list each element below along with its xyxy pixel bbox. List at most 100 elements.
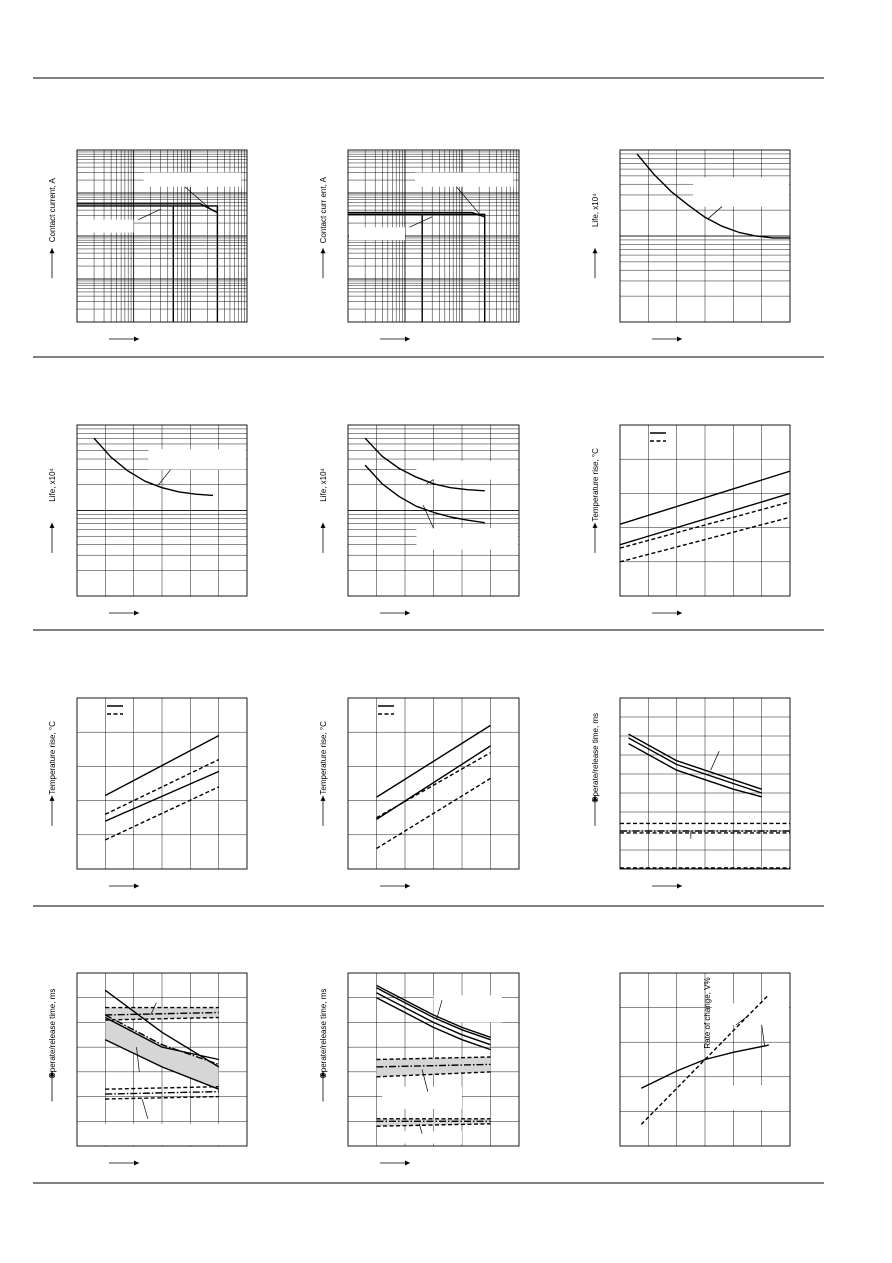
series-line-1 xyxy=(640,994,770,1125)
series-line-2 xyxy=(376,752,491,819)
leader-line xyxy=(456,186,480,214)
chart-life-1: Life, x10⁴ xyxy=(591,149,791,342)
plot-area xyxy=(348,172,514,322)
y-axis-title: Temperature rise, °C xyxy=(319,721,328,795)
chart-contact-current-1: Contact current, A xyxy=(48,149,248,342)
y-axis-arrowhead xyxy=(320,248,326,254)
charts-layer: Contact current, A Contact curr ent, A Lif… xyxy=(48,149,791,1166)
series-line-0 xyxy=(104,734,220,797)
plot-frame xyxy=(76,424,248,597)
label-box xyxy=(693,177,789,207)
leader-line xyxy=(158,469,171,485)
plot-frame xyxy=(347,424,520,597)
x-axis-arrowhead xyxy=(405,610,410,616)
leader-line xyxy=(426,479,434,485)
x-axis-arrowhead xyxy=(405,1160,410,1166)
plot-area xyxy=(93,437,246,497)
label-box xyxy=(78,219,134,233)
y-axis-arrowhead xyxy=(320,795,326,801)
leader-line xyxy=(421,1069,429,1092)
chart-life-2: Life, x10⁴ xyxy=(48,424,248,616)
plot-frame xyxy=(347,149,520,323)
series-line-9 xyxy=(105,1090,219,1095)
shaded-band xyxy=(105,1015,219,1090)
x-axis-arrowhead xyxy=(405,336,410,342)
plot-area xyxy=(640,994,789,1125)
series-line-5 xyxy=(105,1016,219,1021)
series-line-3 xyxy=(376,777,491,850)
series-line-0 xyxy=(620,470,790,525)
y-axis-arrowhead xyxy=(49,1071,55,1077)
chart-operate-release-1: Operate/release time, ms xyxy=(591,697,791,889)
leader-line xyxy=(150,1002,157,1016)
y-axis-title: Life, x10⁴ xyxy=(319,467,328,501)
x-axis-arrowhead xyxy=(677,336,682,342)
chart-temp-rise-2: Temperature rise, °C xyxy=(48,697,248,889)
series-line-3 xyxy=(376,997,491,1051)
series-line-0 xyxy=(348,213,486,322)
leader-line xyxy=(688,868,689,869)
series-line-8 xyxy=(105,1095,219,1100)
y-axis-arrowhead xyxy=(49,795,55,801)
y-axis-title: Life, x10⁴ xyxy=(591,193,600,227)
plot-area xyxy=(102,989,228,1145)
grid xyxy=(77,698,247,869)
y-axis-arrowhead xyxy=(49,522,55,528)
y-axis-title: Rate of change, V% xyxy=(703,977,712,1048)
leader-line xyxy=(409,216,433,228)
series-line-3 xyxy=(620,516,790,563)
plot-frame xyxy=(619,149,791,323)
plot-area xyxy=(620,733,790,869)
series-line-2 xyxy=(104,758,220,815)
label-box xyxy=(415,172,514,187)
y-axis-arrowhead xyxy=(320,1071,326,1077)
plot-frame xyxy=(347,697,520,870)
plot-frame xyxy=(619,424,791,597)
series-line-2 xyxy=(628,742,762,798)
plot-area xyxy=(77,172,242,322)
series-line-0 xyxy=(628,733,762,790)
x-axis-arrowhead xyxy=(677,610,682,616)
plot-frame xyxy=(76,697,248,870)
grid xyxy=(620,698,790,869)
series-line-2 xyxy=(620,501,790,549)
y-axis-title: Operate/release time, ms xyxy=(591,713,600,803)
series-line-0 xyxy=(93,437,214,497)
chart-rate-of-change: Rate of change, V% xyxy=(619,972,791,1147)
label-box xyxy=(712,1003,789,1025)
y-axis-arrowhead xyxy=(592,522,598,528)
label-box xyxy=(102,1123,228,1145)
grid xyxy=(348,150,519,322)
leader-line xyxy=(141,1098,149,1119)
chart-operate-release-2: Operate/release time, ms xyxy=(48,972,248,1166)
label-box xyxy=(143,172,242,187)
leader-line xyxy=(436,1000,443,1021)
label-box xyxy=(382,1086,462,1109)
series-line-1 xyxy=(376,987,491,1041)
leader-line xyxy=(138,208,161,220)
plot-frame xyxy=(76,972,248,1147)
leader-line xyxy=(136,1047,140,1072)
leader-line xyxy=(761,1024,765,1046)
plot-frame xyxy=(76,149,248,323)
chart-temp-rise-3: Temperature rise, °C xyxy=(319,697,520,889)
y-axis-title: Operate/release time, ms xyxy=(48,989,57,1079)
grid xyxy=(620,150,790,322)
chart-temp-rise-1: Temperature rise, °C xyxy=(591,424,791,616)
leader-line xyxy=(708,206,723,219)
series-line-1 xyxy=(628,737,762,794)
plot-frame xyxy=(347,972,520,1147)
label-box xyxy=(712,1085,789,1110)
shaded-band xyxy=(376,1057,491,1077)
y-axis-arrowhead xyxy=(49,248,55,254)
series-line-1 xyxy=(348,211,485,218)
y-axis-title: Operate/release time, ms xyxy=(319,989,328,1079)
label-box xyxy=(416,528,518,550)
series-line-0 xyxy=(640,1044,769,1089)
series-line-0 xyxy=(636,153,790,239)
plot-area xyxy=(364,437,518,550)
x-axis-arrowhead xyxy=(405,883,410,889)
plot-area xyxy=(376,984,502,1144)
label-box xyxy=(382,1131,462,1144)
series-line-6 xyxy=(376,1063,491,1068)
